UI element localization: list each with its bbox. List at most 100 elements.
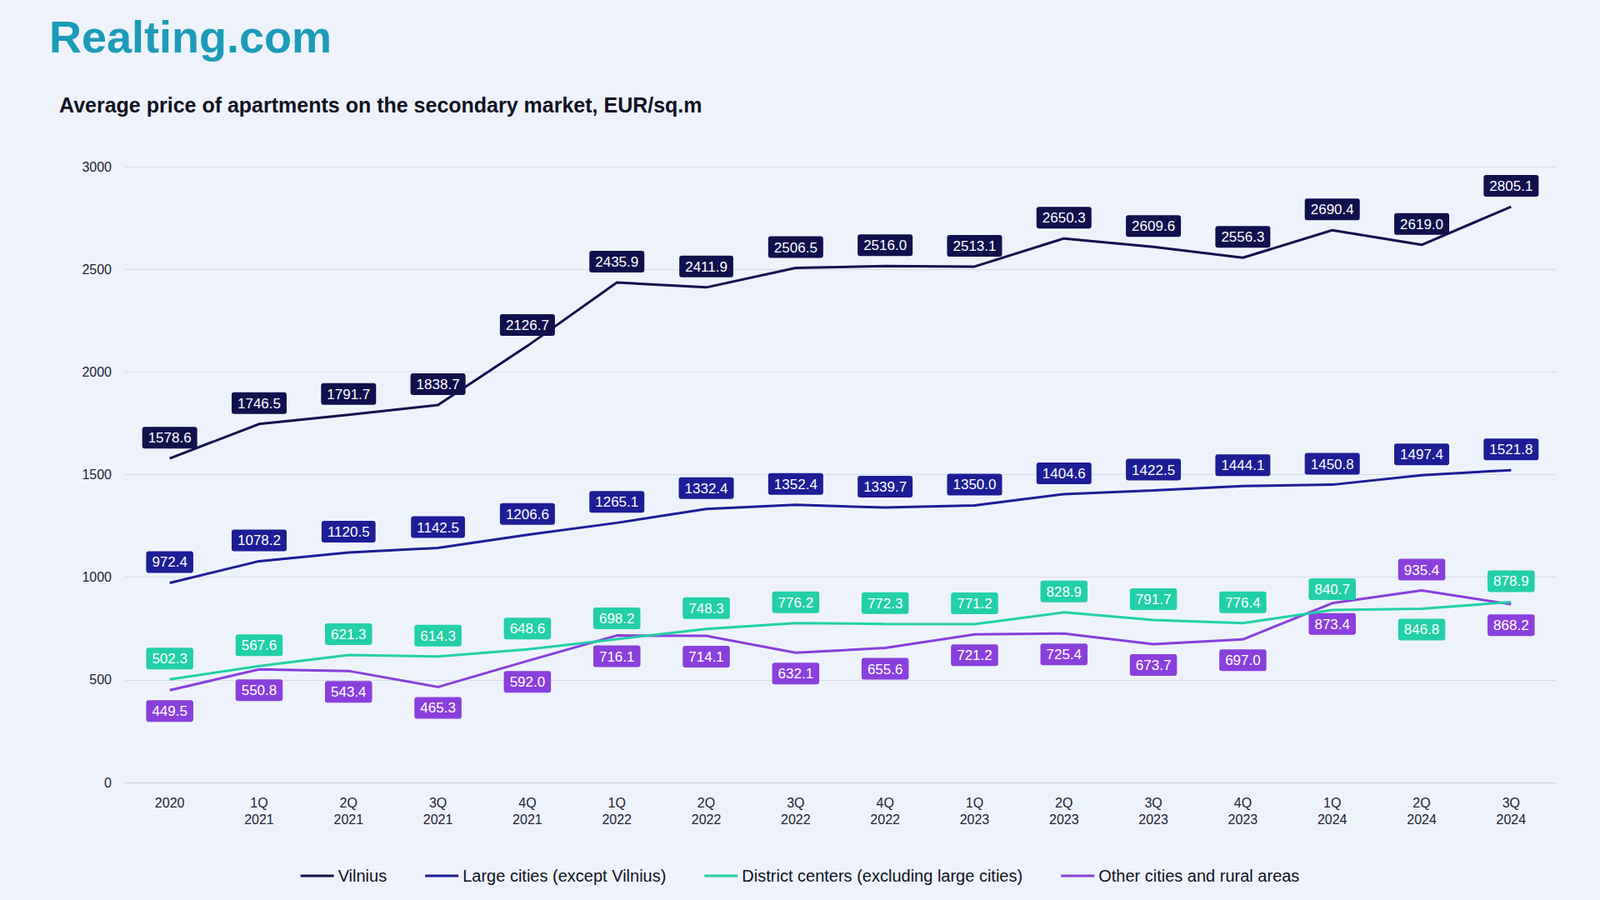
svg-text:698.2: 698.2 [599,610,635,627]
svg-text:2024: 2024 [1406,812,1437,827]
svg-text:Other cities and rural areas: Other cities and rural areas [1098,866,1300,885]
svg-text:714.1: 714.1 [688,649,725,665]
svg-text:4Q: 4Q [1234,795,1252,810]
svg-text:Large cities (except Vilnius): Large cities (except Vilnius) [462,866,666,885]
svg-text:1142.5: 1142.5 [416,520,460,536]
svg-text:2506.5: 2506.5 [774,240,818,256]
svg-text:1Q: 1Q [608,795,626,810]
svg-text:2000: 2000 [81,365,112,380]
svg-text:449.5: 449.5 [151,703,188,720]
svg-text:621.3: 621.3 [330,626,367,643]
svg-text:2022: 2022 [780,812,811,827]
svg-text:1497.4: 1497.4 [1400,446,1444,463]
svg-text:2020: 2020 [155,795,185,810]
svg-text:840.7: 840.7 [1314,581,1350,598]
svg-text:776.2: 776.2 [778,595,815,611]
svg-text:1578.6: 1578.6 [148,430,192,446]
svg-text:2690.4: 2690.4 [1310,201,1355,218]
svg-text:2Q: 2Q [1055,795,1073,810]
svg-text:465.3: 465.3 [420,700,456,716]
svg-text:1350.0: 1350.0 [952,476,996,493]
svg-text:2021: 2021 [244,812,275,827]
svg-text:1000: 1000 [81,570,112,585]
svg-text:3000: 3000 [81,160,112,175]
svg-text:1265.1: 1265.1 [595,494,639,510]
svg-text:2Q: 2Q [1412,795,1430,810]
svg-text:1352.4: 1352.4 [774,476,818,493]
svg-text:2500: 2500 [81,262,112,277]
svg-text:716.1: 716.1 [599,649,635,665]
svg-text:614.3: 614.3 [420,628,456,645]
svg-text:2023: 2023 [1228,812,1259,827]
svg-text:748.3: 748.3 [688,600,725,617]
svg-text:2024: 2024 [1317,812,1348,827]
svg-text:828.9: 828.9 [1046,584,1083,600]
svg-text:3Q: 3Q [1502,795,1520,810]
svg-text:1339.7: 1339.7 [863,479,907,495]
svg-text:655.6: 655.6 [867,661,904,678]
svg-text:2126.7: 2126.7 [505,317,550,334]
svg-text:2805.1: 2805.1 [1489,178,1533,195]
svg-text:2556.3: 2556.3 [1220,229,1265,245]
svg-text:721.2: 721.2 [956,647,993,664]
svg-text:2023: 2023 [960,812,990,827]
svg-text:2619.0: 2619.0 [1400,216,1444,233]
svg-text:2516.0: 2516.0 [863,237,907,254]
svg-text:772.3: 772.3 [867,595,904,612]
svg-text:2021: 2021 [423,812,454,827]
svg-text:2022: 2022 [870,812,900,827]
svg-text:725.4: 725.4 [1046,646,1083,663]
svg-text:592.0: 592.0 [510,674,546,690]
svg-text:2022: 2022 [691,812,722,827]
svg-text:2411.9: 2411.9 [685,259,728,275]
svg-text:868.2: 868.2 [1493,617,1530,634]
svg-text:4Q: 4Q [875,795,894,810]
svg-text:Average price of apartments on: Average price of apartments on the secon… [59,93,703,117]
svg-text:846.8: 846.8 [1404,621,1440,638]
svg-text:Vilnius: Vilnius [338,866,388,885]
svg-text:3Q: 3Q [786,795,805,810]
svg-text:1206.6: 1206.6 [505,506,550,523]
svg-text:1444.1: 1444.1 [1220,457,1265,474]
svg-text:2023: 2023 [1049,812,1080,827]
svg-text:1120.5: 1120.5 [327,524,370,540]
svg-text:550.8: 550.8 [241,682,278,699]
svg-text:2513.1: 2513.1 [952,238,996,255]
svg-text:2650.3: 2650.3 [1042,210,1086,226]
svg-text:3Q: 3Q [429,795,447,810]
svg-text:1791.7: 1791.7 [326,386,370,403]
svg-text:1Q: 1Q [965,795,984,810]
svg-text:2021: 2021 [333,812,364,827]
svg-text:1450.8: 1450.8 [1310,456,1355,473]
svg-text:648.6: 648.6 [510,620,546,637]
svg-text:District centers (excluding la: District centers (excluding large cities… [741,866,1023,885]
svg-text:Realting.com: Realting.com [49,11,332,62]
svg-text:2Q: 2Q [697,795,715,810]
svg-text:2022: 2022 [601,812,632,827]
svg-text:1500: 1500 [81,467,112,482]
svg-text:1838.7: 1838.7 [416,376,460,393]
svg-text:873.4: 873.4 [1314,616,1350,633]
svg-text:935.4: 935.4 [1404,562,1440,579]
svg-text:1Q: 1Q [1323,795,1341,810]
svg-text:1746.5: 1746.5 [237,395,281,412]
svg-text:2023: 2023 [1138,812,1169,827]
svg-text:632.1: 632.1 [778,665,815,682]
svg-text:1422.5: 1422.5 [1131,462,1175,479]
svg-text:2021: 2021 [512,812,543,827]
svg-text:2024: 2024 [1496,812,1527,827]
svg-text:2Q: 2Q [340,795,358,810]
svg-text:2435.9: 2435.9 [595,254,639,270]
svg-text:567.6: 567.6 [241,637,278,654]
svg-text:500: 500 [89,672,112,687]
svg-text:1332.4: 1332.4 [685,480,729,497]
svg-text:776.4: 776.4 [1225,595,1261,611]
svg-text:502.3: 502.3 [151,650,188,667]
svg-text:791.7: 791.7 [1135,591,1172,608]
svg-text:673.7: 673.7 [1135,657,1172,674]
svg-text:1078.2: 1078.2 [237,532,281,549]
svg-text:2609.6: 2609.6 [1131,218,1175,235]
svg-text:543.4: 543.4 [330,684,367,700]
svg-text:3Q: 3Q [1144,795,1162,810]
svg-text:1521.8: 1521.8 [1489,441,1533,458]
